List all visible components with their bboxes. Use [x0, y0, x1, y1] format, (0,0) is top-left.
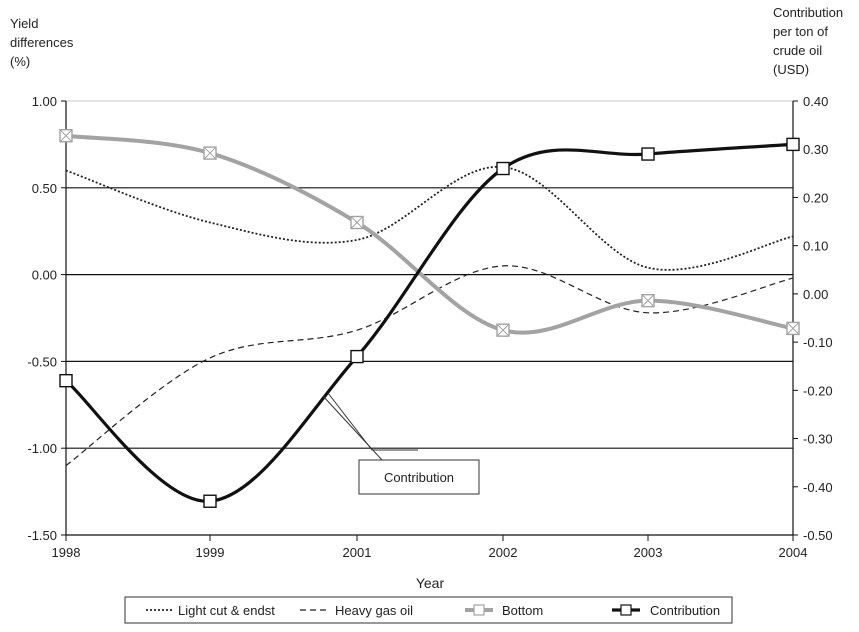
- data-point: [350, 349, 364, 364]
- data-point: [641, 293, 655, 308]
- left-axis-title-line-1: Yield: [10, 16, 38, 31]
- grid-lines: [66, 100, 793, 449]
- right-axis-title-line-2: per ton of: [773, 24, 828, 39]
- x-axis-title: Year: [416, 575, 445, 591]
- data-point: [786, 137, 800, 152]
- series-line-2: [65, 265, 794, 467]
- legend-label: Light cut & endst: [178, 603, 275, 618]
- left-tick-label: 0.50: [32, 181, 57, 196]
- left-tick-label: 0.00: [32, 268, 57, 283]
- right-tick-label: 0.20: [803, 190, 828, 205]
- legend-label: Contribution: [650, 603, 720, 618]
- data-point: [641, 147, 655, 161]
- data-point: [786, 321, 800, 336]
- left-axis-title-line-2: differences: [10, 35, 74, 50]
- data-point: [59, 373, 73, 388]
- data-point: [496, 323, 510, 337]
- legend-marker: [620, 604, 632, 616]
- right-tick-label: -0.50: [803, 528, 833, 543]
- right-tick-label: -0.40: [803, 480, 833, 495]
- legend-label: Bottom: [502, 603, 543, 618]
- series-lines: [59, 129, 800, 508]
- data-point: [203, 494, 217, 508]
- legend-label: Heavy gas oil: [335, 603, 413, 618]
- right-tick-label: -0.10: [803, 335, 833, 350]
- left-tick-label: -0.50: [27, 354, 57, 369]
- data-point: [350, 215, 364, 230]
- data-point: [203, 146, 217, 160]
- right-axis-title-line-1: Contribution: [773, 5, 843, 20]
- x-tick-label: 2004: [779, 545, 808, 560]
- left-tick-label: 1.00: [32, 94, 57, 109]
- series-line-3: [65, 133, 794, 335]
- callout-leader: [327, 392, 418, 451]
- axis-labels: Yield differences (%) Contribution per t…: [10, 5, 843, 591]
- x-tick-label: 1998: [52, 545, 81, 560]
- x-tick-label: 2002: [489, 545, 518, 560]
- right-axis-title-line-3: crude oil: [773, 43, 822, 58]
- right-tick-label: -0.30: [803, 432, 833, 447]
- right-tick-label: 0.40: [803, 94, 828, 109]
- left-tick-label: -1.50: [27, 528, 57, 543]
- callout-label: Contribution: [384, 470, 454, 485]
- annotation: Contribution: [322, 392, 480, 495]
- callout-box: [358, 459, 480, 495]
- left-tick-label: -1.00: [27, 441, 57, 456]
- right-tick-label: -0.20: [803, 383, 833, 398]
- left-axis-title-line-3: (%): [10, 54, 30, 69]
- series-line-1: [65, 166, 794, 271]
- data-point: [59, 129, 73, 143]
- right-tick-label: 0.10: [803, 239, 828, 254]
- axes: 1.00 0.50 0.00 -0.50 -1.00 -1.50 0.40 0.30 0.20 0…: [27, 94, 832, 560]
- data-point: [496, 161, 510, 176]
- right-tick-label: 0.30: [803, 142, 828, 157]
- legend-marker: [473, 604, 485, 616]
- right-tick-label: 0.00: [803, 287, 828, 302]
- x-tick-label: 1999: [196, 545, 225, 560]
- right-axis-title-line-4: (USD): [773, 62, 809, 77]
- legend: Light cut & endst Heavy gas oil Bottom Cont…: [124, 596, 733, 624]
- x-tick-label: 2001: [343, 545, 372, 560]
- x-tick-label: 2003: [634, 545, 663, 560]
